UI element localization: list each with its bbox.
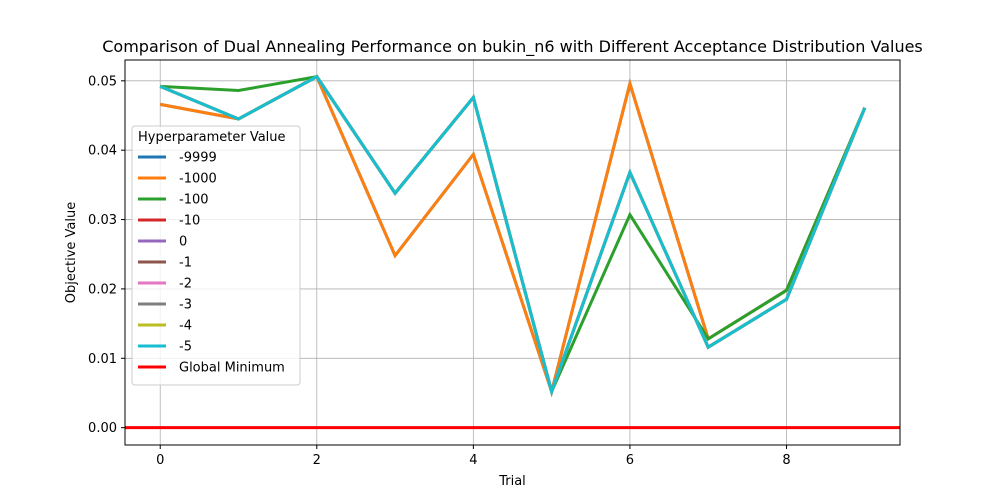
legend: Hyperparameter Value -9999-1000-100-100-… [131,125,301,386]
chart-title: Comparison of Dual Annealing Performance… [102,37,923,57]
x-tick-label: 2 [313,453,321,468]
legend-entry-label: -4 [179,319,192,334]
y-tick-label: 0.01 [88,352,117,367]
x-axis-label: Trial [498,474,526,489]
x-tick-label: 6 [626,453,634,468]
legend-entry-label: 0 [179,235,187,250]
legend-entry-label: -1 [179,256,192,271]
legend-title: Hyperparameter Value [138,130,286,145]
y-tick-label: 0.02 [88,282,117,297]
series-layer [159,74,867,397]
legend-entry-label: -10 [179,214,200,229]
y-tick-label: 0.03 [88,213,117,228]
x-tick-label: 4 [469,453,477,468]
legend-box [131,125,301,386]
y-axis-label: Objective Value [64,202,79,303]
x-tick-label: 0 [156,453,164,468]
plot-frame [124,59,901,446]
legend-entry-label: -9999 [179,151,217,166]
y-tick-label: 0.04 [88,144,117,159]
legend-entry-label: -1000 [179,172,217,187]
legend-entry-label: -3 [179,298,192,313]
legend-entry-label: Global Minimum [179,361,285,376]
y-tick-label: 0.00 [88,421,117,436]
series-line-9 [159,74,867,397]
legend-entry-label: -2 [179,277,192,292]
legend-entry-label: -5 [179,340,192,355]
x-tick-label: 8 [782,453,790,468]
ticks-layer: 0 2 4 6 8 0.00 0.01 0.02 0.03 0.04 0.05 [88,74,791,468]
legend-entry-label: -100 [179,193,209,208]
y-tick-label: 0.05 [88,74,117,89]
